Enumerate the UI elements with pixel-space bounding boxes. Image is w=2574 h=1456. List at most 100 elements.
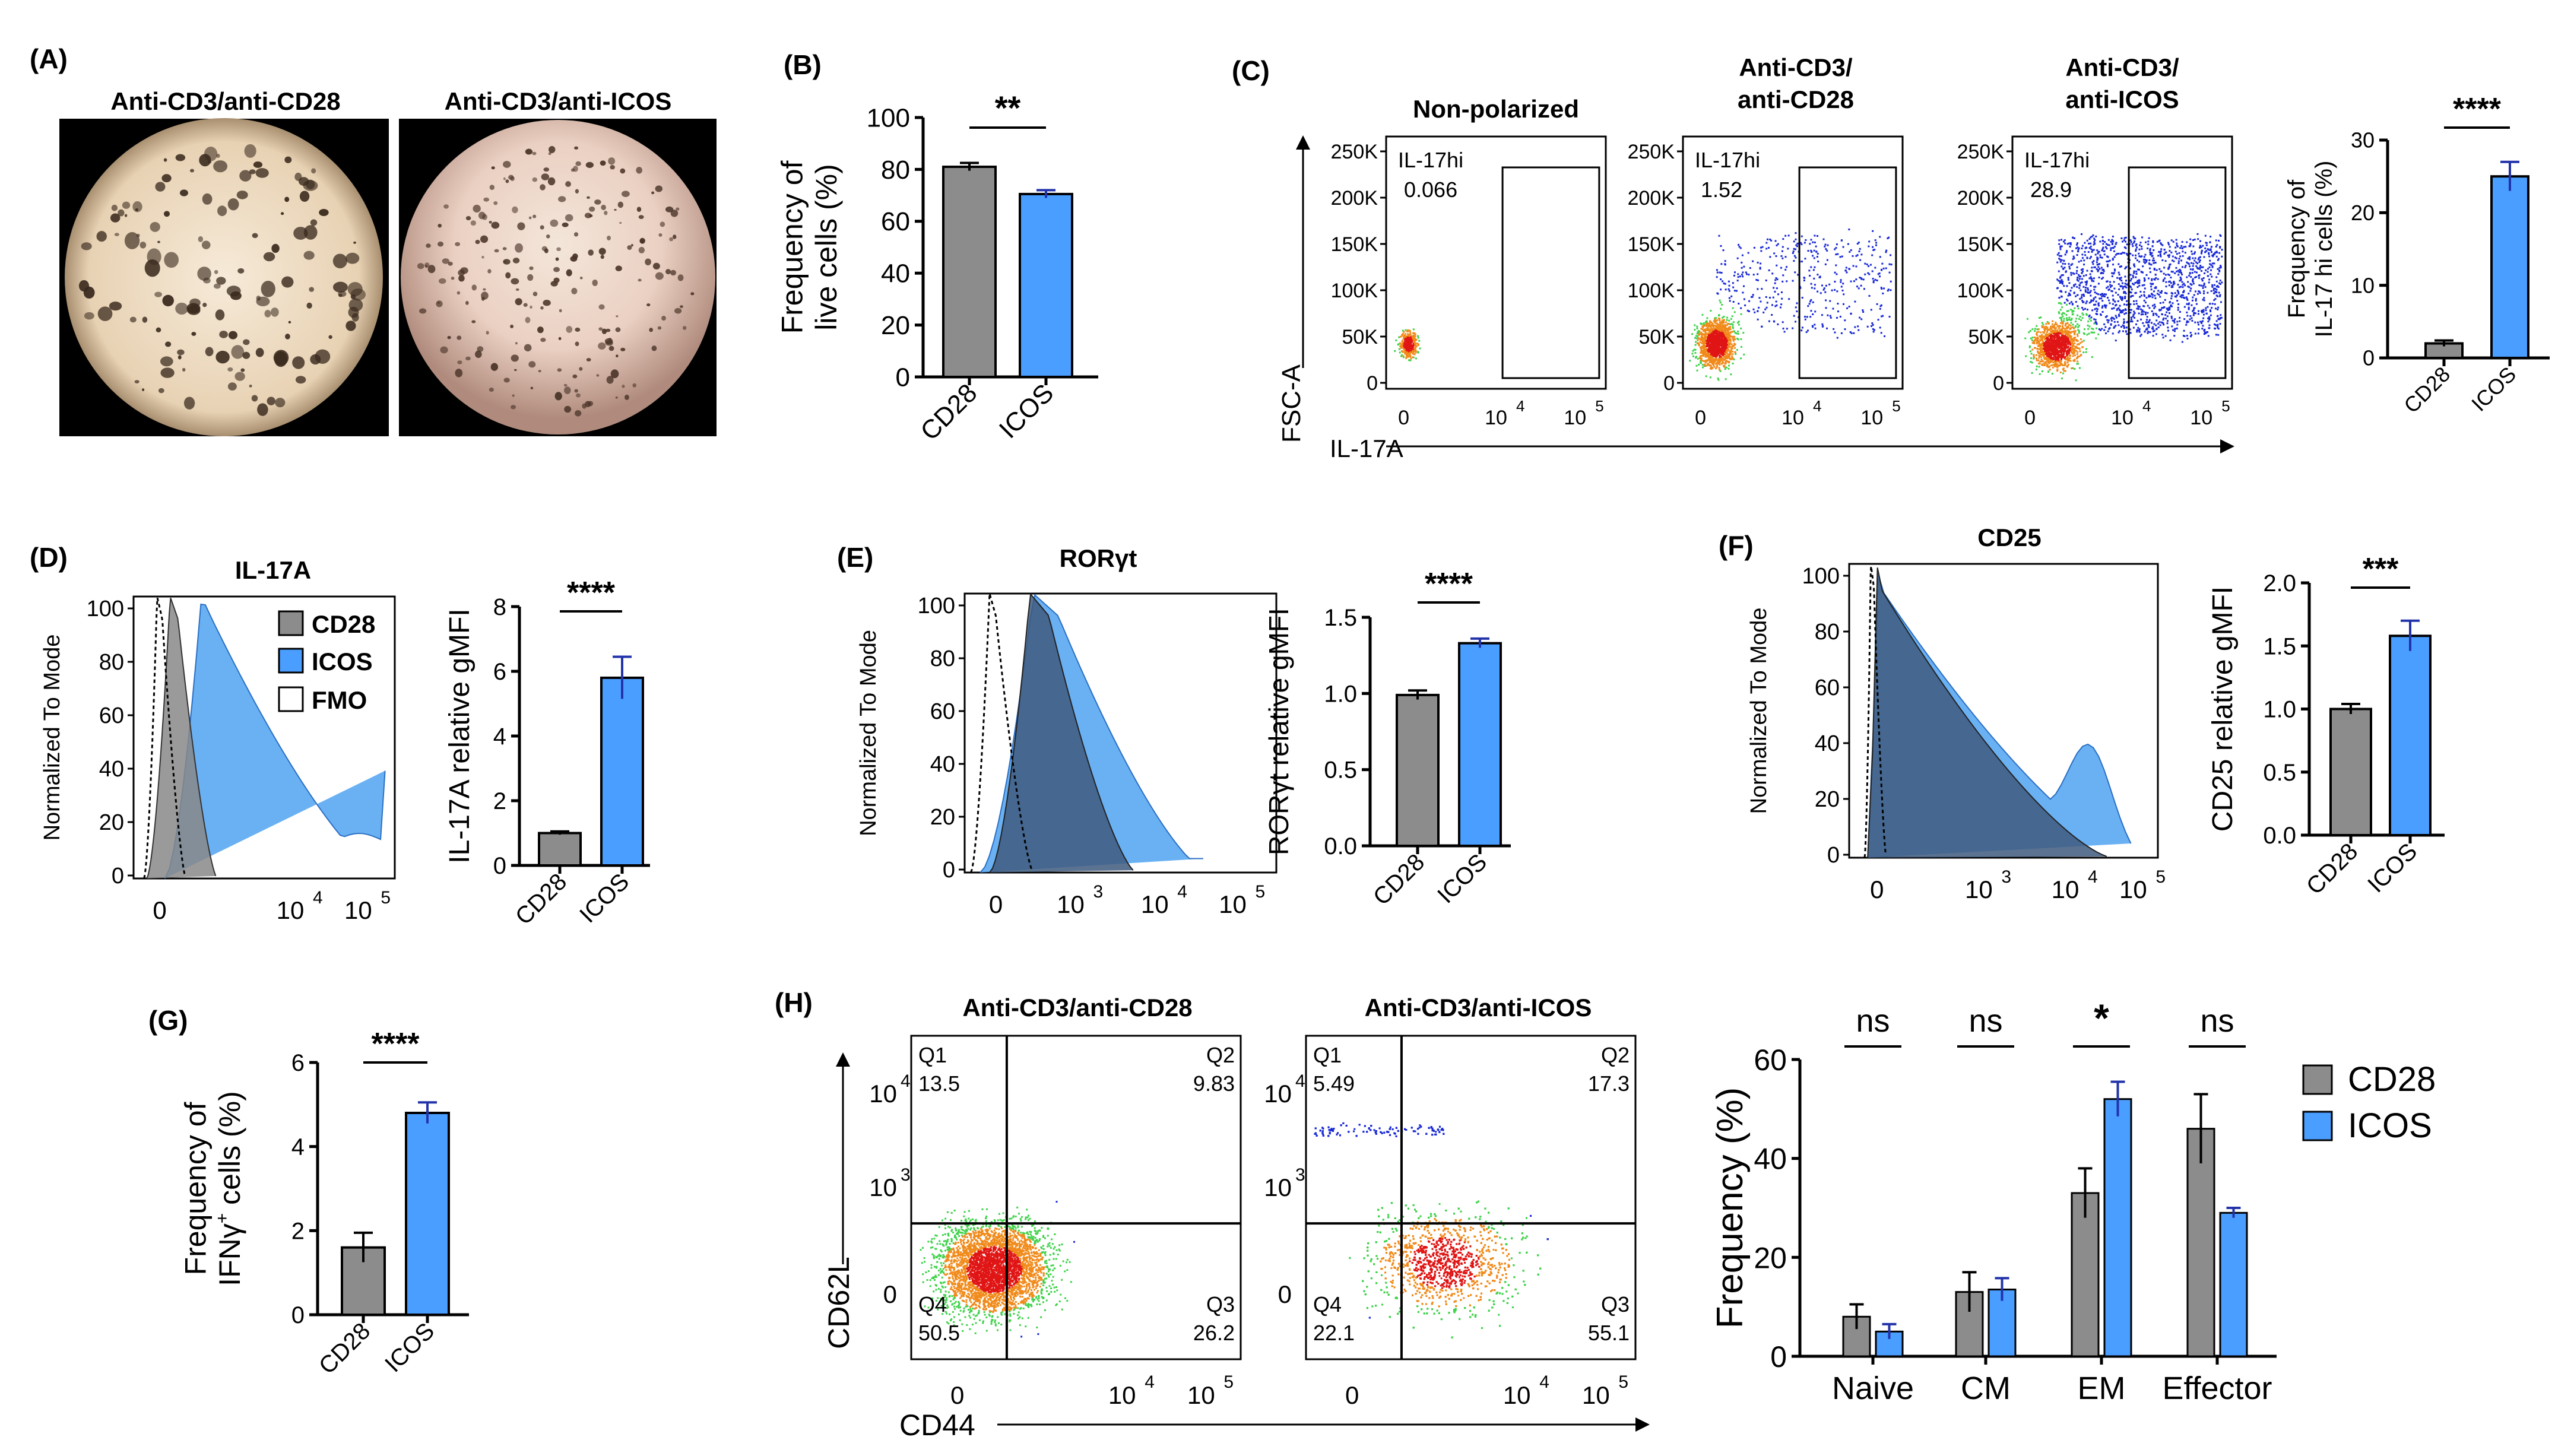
flow-h-quadrant-name: Q1 [1313, 1043, 1342, 1067]
flow-c-dots [1394, 328, 1421, 361]
h-significance-marker: ns [2200, 1003, 2234, 1039]
h-y-tick-label: 60 [1754, 1043, 1787, 1077]
bar-x-label-icos: ICOS [1432, 849, 1492, 908]
hist-x-tick-exp: 3 [2001, 867, 2011, 887]
flow-h-x-tick-label: 10 [1187, 1381, 1215, 1409]
legend-label-cd28: CD28 [312, 610, 375, 638]
bar-y-tick-label: 1.0 [1324, 681, 1357, 707]
hist-x-tick-label: 10 [1141, 890, 1169, 918]
flow-h-quadrant-name: Q2 [1601, 1043, 1630, 1067]
bar-x-label-icos: ICOS [2467, 362, 2521, 416]
flow-h-quadrant-value: 17.3 [1588, 1071, 1630, 1096]
flow-h-y-tick-label: 10 [1264, 1080, 1292, 1108]
bar-y-tick-label: 2.0 [2263, 570, 2296, 597]
h-legend-label-icos: ICOS [2348, 1106, 2432, 1145]
flow-h-quadrant-name: Q4 [918, 1292, 947, 1317]
flow-c-title-line2: anti-ICOS [2065, 85, 2179, 113]
flow-c-y-tick-label: 50K [1968, 326, 2005, 348]
flow-c-x-tick-label: 10 [2190, 407, 2212, 429]
significance-marker: ** [995, 89, 1021, 126]
flow-plot-c-2: Anti-CD3/anti-CD28 IL-17hi 1.52 250K 200K 150… [1628, 53, 1904, 429]
micrograph-icos-dish [401, 120, 715, 434]
hist-y-tick-label: 60 [930, 699, 955, 724]
h-legend-label-cd28: CD28 [2348, 1060, 2436, 1099]
flow-h-title: Anti-CD3/anti-CD28 [962, 994, 1192, 1022]
flow-c-gate [1798, 166, 1897, 379]
bar-y-axis-label: RORγt relative gMFI [1263, 608, 1294, 855]
flow-c-y-tick-label: 0 [1663, 372, 1675, 395]
h-x-axis-label: CD44 [899, 1409, 975, 1442]
panel-h-label: (H) [775, 987, 813, 1018]
flow-h-x-tick-label: 0 [950, 1381, 964, 1409]
bar-y-axis-label: Frequency of [179, 1102, 212, 1275]
legend-swatch-fmo [278, 686, 304, 712]
hist-y-tick-label: 60 [1815, 675, 1840, 700]
flow-c-x-tick-exp: 4 [2142, 397, 2151, 415]
hist-y-tick-label: 100 [87, 597, 124, 621]
micrograph-icos-colonies [417, 146, 695, 417]
flow-c-gate-label: IL-17hi [1695, 148, 1760, 172]
flow-plot-h-2: Anti-CD3/anti-ICOS Q1 5.49 Q2 17.3 Q3 55.1 Q4 22… [1264, 994, 1637, 1409]
hist-y-tick-label: 40 [930, 752, 955, 777]
bar-y-tick-label: 60 [881, 207, 910, 236]
flow-c-x-tick-label: 10 [2111, 407, 2134, 429]
flow-h-x-tick-label: 10 [1503, 1381, 1531, 1409]
h-bar-cd28-effector [2186, 1128, 2215, 1357]
flow-c-y-tick-label: 200K [1628, 187, 1675, 210]
panel-c-label: (C) [1232, 55, 1270, 86]
hist-x-tick-exp: 5 [2155, 867, 2166, 887]
h-y-tick-label: 0 [1770, 1340, 1787, 1373]
bar-y-tick-label: 0.5 [1324, 757, 1357, 783]
flow-c-x-tick-label: 10 [1781, 407, 1804, 429]
flow-h-y-tick-exp: 3 [901, 1165, 911, 1185]
flow-c-y-tick-label: 0 [1993, 372, 2004, 395]
flow-h-x-tick-label: 0 [1345, 1381, 1359, 1409]
bar-y-tick-label: 2 [493, 788, 506, 814]
significance-marker: **** [372, 1027, 420, 1061]
bar-y-axis-label: IL-17 hi cells (%) [2311, 161, 2337, 338]
hist-y-axis-label: Normalized To Mode [40, 635, 65, 841]
micrograph-cd28-colonies [78, 144, 366, 416]
hist-x-tick-label: 0 [153, 896, 166, 924]
hist-cd28 [989, 592, 1134, 873]
hist-x-tick-label: 10 [1219, 890, 1247, 918]
flow-c-title-line2: anti-CD28 [1738, 85, 1854, 113]
histogram-roryt: 100 80 60 40 20 0 0 10 3 10 4 10 5 Normalized To Mode [856, 592, 1278, 918]
flow-h-dots [1314, 1122, 1549, 1338]
hist-x-tick-exp: 4 [1177, 882, 1187, 902]
bar-icos [2490, 175, 2529, 359]
c-y-axis-label: FSC-A [1277, 364, 1306, 443]
flow-plots-il17a: Non-polarizedIL-17hi0.066250K200K150K100… [1331, 53, 2233, 429]
flow-h-title: Anti-CD3/anti-ICOS [1365, 994, 1592, 1022]
h-significance-marker: ns [1856, 1003, 1890, 1039]
flow-c-gate-value: 0.066 [1404, 177, 1457, 202]
hist-y-tick-label: 100 [1802, 564, 1840, 589]
flow-c-y-tick-label: 50K [1639, 326, 1675, 348]
panel-b-label: (B) [784, 49, 822, 80]
bar-x-label-icos: ICOS [2363, 838, 2422, 897]
flow-c-y-tick-label: 0 [1367, 372, 1378, 395]
bar-chart-il17hi: 0 10 20 30 CD28 ICOS **** Frequency of IL-17 hi … [2284, 92, 2550, 418]
hist-y-tick-label: 0 [943, 858, 955, 883]
h-bar-icos-em [2103, 1098, 2132, 1357]
bar-x-label-cd28: CD28 [314, 1318, 375, 1379]
panel-d-label: (D) [30, 542, 68, 573]
hist-y-tick-label: 40 [1815, 731, 1840, 756]
panel-f-hist-title: CD25 [1977, 524, 2041, 551]
hist-x-tick-label: 10 [1057, 890, 1085, 918]
bar-cd28 [2329, 708, 2372, 836]
bar-y-tick-label: 1.5 [2263, 633, 2296, 659]
h-y-arrowhead [836, 1052, 850, 1067]
flow-c-y-tick-label: 200K [1957, 187, 2005, 210]
d-legend: CD28 ICOS FMO [278, 610, 375, 714]
hist-fmo [1863, 566, 1887, 858]
flow-h-quadrant-name: Q3 [1601, 1292, 1630, 1317]
panel-c: (C) FSC-A IL-17A Non-polarized IL-17hi 0.0… [1232, 53, 2550, 462]
h-y-tick-label: 20 [1754, 1241, 1787, 1274]
h-x-label-effector: Effector [2162, 1371, 2272, 1406]
panel-a-left-title: Anti-CD3/anti-CD28 [110, 87, 340, 115]
bar-y-tick-label: 4 [493, 724, 506, 750]
flow-h-y-tick-label: 0 [1278, 1280, 1292, 1308]
